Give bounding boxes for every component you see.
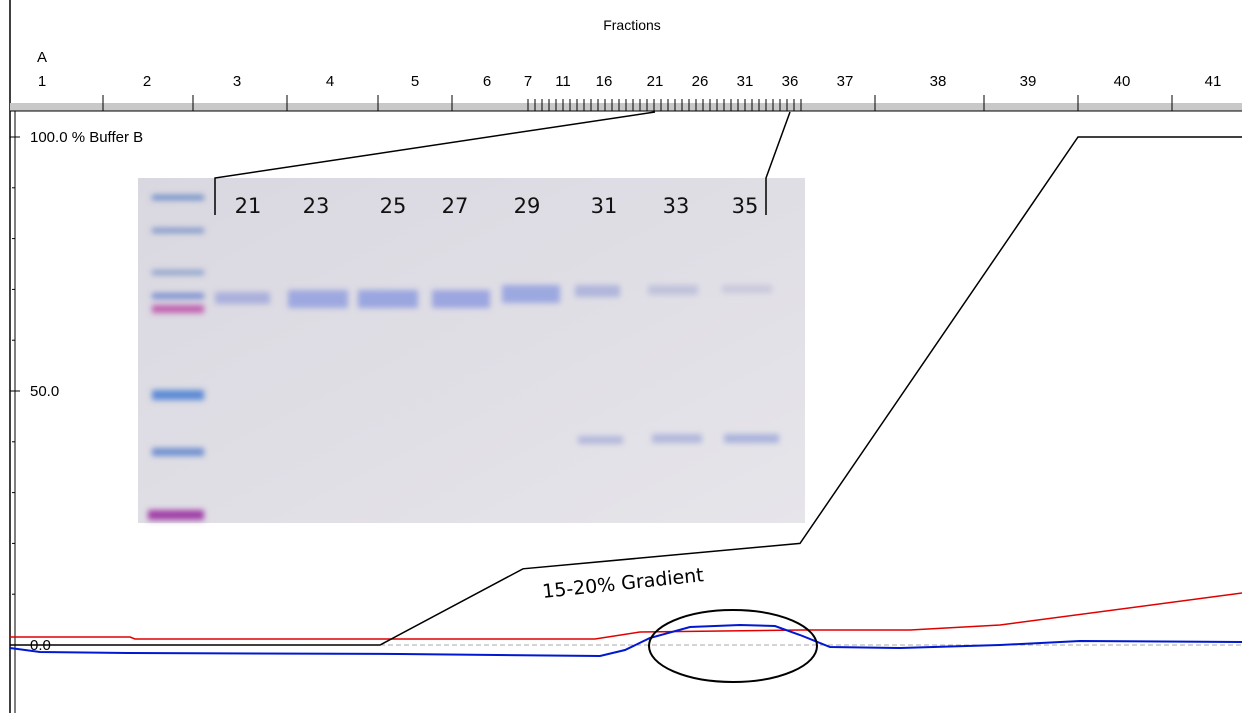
chromatogram: Fractions A 2123252729313335 12345671116… xyxy=(0,0,1242,713)
gel-image xyxy=(138,178,805,523)
fraction-label: 41 xyxy=(1205,73,1222,90)
fraction-label: 7 xyxy=(524,73,532,90)
fraction-label: 40 xyxy=(1114,73,1131,90)
gradient-label: 15-20% Gradient xyxy=(541,564,704,603)
y-tick-label: 100.0 % Buffer B xyxy=(30,129,143,146)
fraction-label: 39 xyxy=(1020,73,1037,90)
fraction-label: 5 xyxy=(411,73,419,90)
title: Fractions xyxy=(603,17,661,33)
fraction-label: 38 xyxy=(930,73,947,90)
fraction-label: 37 xyxy=(837,73,854,90)
fraction-label: 2 xyxy=(143,73,151,90)
fraction-label: 21 xyxy=(647,73,664,90)
page: {"header":{"title":"Fractions","marker":… xyxy=(0,0,1242,713)
uv-trace xyxy=(10,625,1242,656)
y-tick-label: 50.0 xyxy=(30,383,59,400)
fraction-label: 3 xyxy=(233,73,241,90)
lane-label: 29 xyxy=(514,194,541,218)
lane-label: 31 xyxy=(591,194,618,218)
conductivity-trace xyxy=(10,593,1242,639)
lane-label: 25 xyxy=(380,194,407,218)
highlight-circle xyxy=(649,610,817,682)
marker: A xyxy=(37,49,47,66)
lane-label: 23 xyxy=(303,194,330,218)
fraction-label: 4 xyxy=(326,73,334,90)
lane-label: 33 xyxy=(663,194,690,218)
fraction-label: 1 xyxy=(38,73,46,90)
fraction-label: 31 xyxy=(737,73,754,90)
fraction-label: 26 xyxy=(692,73,709,90)
lane-label: 27 xyxy=(442,194,469,218)
lane-label: 35 xyxy=(732,194,759,218)
fraction-label: 11 xyxy=(555,73,571,90)
fraction-label: 6 xyxy=(483,73,491,90)
lane-label: 21 xyxy=(235,194,262,218)
fraction-label: 16 xyxy=(596,73,613,90)
fraction-label: 36 xyxy=(782,73,799,90)
